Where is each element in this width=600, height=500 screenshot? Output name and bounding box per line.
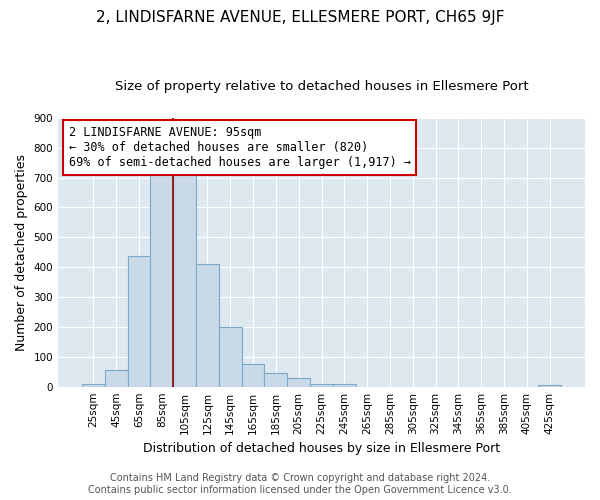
Bar [82, 384, 105, 386]
Bar [242, 364, 265, 386]
Bar [173, 162, 196, 386]
Bar [196, 264, 219, 386]
Bar [310, 384, 333, 386]
Bar [287, 378, 310, 386]
Bar [219, 327, 242, 386]
Title: Size of property relative to detached houses in Ellesmere Port: Size of property relative to detached ho… [115, 80, 529, 93]
X-axis label: Distribution of detached houses by size in Ellesmere Port: Distribution of detached houses by size … [143, 442, 500, 455]
Bar [105, 370, 128, 386]
Y-axis label: Number of detached properties: Number of detached properties [15, 154, 28, 350]
Bar [333, 384, 356, 386]
Bar [265, 373, 287, 386]
Bar [538, 385, 561, 386]
Text: Contains HM Land Registry data © Crown copyright and database right 2024.
Contai: Contains HM Land Registry data © Crown c… [88, 474, 512, 495]
Bar [128, 256, 151, 386]
Text: 2 LINDISFARNE AVENUE: 95sqm
← 30% of detached houses are smaller (820)
69% of se: 2 LINDISFARNE AVENUE: 95sqm ← 30% of det… [68, 126, 410, 169]
Text: 2, LINDISFARNE AVENUE, ELLESMERE PORT, CH65 9JF: 2, LINDISFARNE AVENUE, ELLESMERE PORT, C… [96, 10, 504, 25]
Bar [151, 162, 173, 386]
